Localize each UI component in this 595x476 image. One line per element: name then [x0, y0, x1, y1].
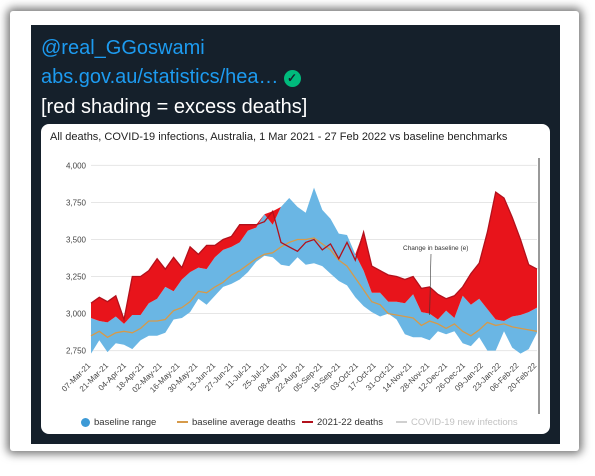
legend-item-2021-22-deaths: 2021-22 deaths	[302, 417, 383, 428]
legend-label: baseline range	[94, 417, 157, 428]
tweet-link-text[interactable]: abs.gov.au/statistics/hea…	[41, 66, 279, 88]
y-tick-label: 4,000	[66, 161, 87, 170]
tweet-card: @real_GGoswami abs.gov.au/statistics/hea…	[31, 25, 560, 444]
excess-deaths-shading	[91, 187, 537, 324]
legend-swatch	[396, 421, 407, 424]
y-tick-label: 3,750	[66, 198, 87, 207]
y-tick-label: 3,000	[66, 310, 87, 319]
y-tick-label: 3,250	[66, 273, 87, 282]
chart-svg: 4,000 3,750 3,500 3,250 3,000 2,750 Change in …	[60, 158, 540, 414]
annotation-pointer	[429, 253, 432, 316]
baseline-range-band	[91, 187, 537, 354]
legend-swatch	[177, 421, 188, 424]
y-tick-label: 2,750	[66, 347, 87, 356]
tweet-author-handle[interactable]: @real_GGoswami	[41, 37, 205, 59]
y-tick-label: 3,500	[66, 235, 87, 244]
deaths-2021-22-line	[90, 190, 538, 323]
annotation-label: Change in baseline (e)	[403, 245, 468, 252]
legend-item-baseline-average: baseline average deaths	[177, 417, 296, 428]
legend-label: 2021-22 deaths	[317, 417, 384, 428]
tweet-text: [red shading = excess deaths]	[41, 96, 308, 118]
check-circle-icon: ✓	[283, 70, 301, 87]
legend-item-covid-infections: COVID-19 new infections	[396, 417, 518, 428]
chart-image[interactable]: 4,000 3,750 3,500 3,250 3,000 2,750 Change in …	[41, 124, 550, 434]
legend-label: COVID-19 new infections	[411, 417, 518, 428]
legend-swatch	[302, 421, 313, 424]
legend-swatch	[81, 417, 90, 427]
baseline-average-line	[90, 237, 538, 339]
chart-legend: baseline range baseline average deaths 2…	[41, 417, 550, 431]
legend-item-baseline-range: baseline range	[81, 417, 156, 428]
chart-title: All deaths, COVID-19 infections, Austral…	[50, 131, 508, 143]
tweet-link[interactable]: abs.gov.au/statistics/hea… ✓	[41, 66, 301, 89]
legend-label: baseline average deaths	[192, 417, 296, 428]
